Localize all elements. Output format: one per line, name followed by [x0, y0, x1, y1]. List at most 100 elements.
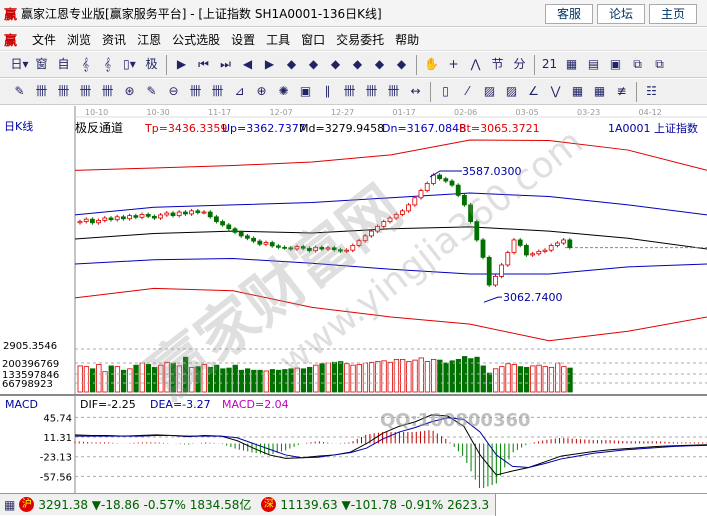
forum-button[interactable]: 论坛 [597, 4, 645, 24]
menu-item[interactable]: 帮助 [395, 32, 420, 47]
toolbar-tool-icon[interactable]: ↔ [410, 84, 421, 98]
shanghai-index[interactable]: 3291.38 ▼-18.86 -0.57% 1834.58亿 [38, 498, 252, 512]
toolbar-tool-icon[interactable]: 极 [145, 57, 158, 71]
toolbar-tool-icon[interactable]: ◆ [330, 57, 341, 71]
toolbar-tool-icon[interactable]: 卌 [57, 84, 70, 98]
toolbar-tool-icon[interactable]: ▶ [176, 57, 187, 71]
candle-body [83, 218, 89, 222]
toolbar-tool-icon[interactable]: ◆ [396, 57, 407, 71]
toolbar-tool-icon[interactable]: ▤ [587, 57, 600, 71]
volume-bar [238, 369, 245, 393]
toolbar-tool-icon[interactable]: ▦ [565, 57, 578, 71]
toolbar-tool-icon[interactable]: ⊿ [234, 84, 245, 98]
kline-chart[interactable]: 10-10 10-30 11-17 12-07 12-27 01-17 02-06 03-05… [0, 106, 707, 493]
menu-item[interactable]: 文件 [32, 32, 57, 47]
candle-body [505, 252, 511, 266]
toolbar-tool-icon[interactable]: ▨ [483, 84, 496, 98]
toolbar-tool-icon[interactable]: 卌 [211, 84, 224, 98]
shanghai-icon: 沪 [19, 497, 35, 512]
candle-body [387, 217, 393, 222]
menu-item[interactable]: 窗口 [301, 32, 326, 47]
toolbar-tool-icon[interactable]: + [448, 57, 459, 71]
toolbar-tool-icon[interactable]: 卌 [101, 84, 114, 98]
toolbar-tool-icon[interactable]: 日▾ [10, 57, 29, 71]
toolbar-tool-icon[interactable]: ▯ [442, 84, 449, 98]
candle-body [151, 215, 157, 219]
toolbar-tool-icon[interactable]: ◀ [242, 57, 253, 71]
toolbar-tool-icon[interactable]: ▨ [505, 84, 518, 98]
calculator-icon[interactable]: ▦ [4, 497, 16, 512]
toolbar-tool-icon[interactable]: 卌 [189, 84, 202, 98]
toolbar-tool-icon[interactable]: ⊛ [124, 84, 135, 98]
candle-body [294, 246, 300, 250]
toolbar-tool-icon[interactable]: ✋ [424, 57, 439, 71]
candle-body [455, 184, 461, 196]
candle-body [306, 247, 312, 252]
volume-bar [375, 361, 381, 393]
date-tick-label: 12-27 [331, 108, 354, 117]
toolbar-tool-icon[interactable]: 节 [491, 57, 504, 71]
candle-body [468, 204, 474, 222]
toolbar-tool-icon[interactable]: ∠ [528, 84, 539, 98]
menu-item[interactable]: 资讯 [102, 32, 127, 47]
toolbar-tool-icon[interactable]: 卌 [387, 84, 400, 98]
toolbar-tool-icon[interactable]: ◆ [308, 57, 319, 71]
toolbar-tool-icon[interactable]: ⊖ [168, 84, 179, 98]
indicator-value-dn: Dn=3167.0848 [382, 122, 466, 135]
toolbar-tool-icon[interactable]: ✺ [278, 84, 289, 98]
menu-item[interactable]: 江恩 [137, 32, 162, 47]
toolbar-separator [166, 54, 167, 75]
toolbar-tool-icon[interactable]: ⧉ [633, 57, 642, 71]
toolbar-tool-icon[interactable]: ⁄ [466, 84, 469, 98]
service-button[interactable]: 客服 [545, 4, 593, 24]
toolbar-tool-icon[interactable]: 21 [541, 57, 558, 71]
volume-bar [213, 364, 220, 393]
home-button[interactable]: 主页 [649, 4, 697, 24]
toolbar-tool-icon[interactable]: ▣ [299, 84, 312, 98]
volume-bar [232, 364, 238, 393]
toolbar-tool-icon[interactable]: ⏭ [220, 57, 231, 71]
toolbar-tool-icon[interactable]: ▦ [571, 84, 584, 98]
toolbar-tool-icon[interactable]: 卌 [365, 84, 378, 98]
toolbar-tool-icon[interactable]: 卌 [35, 84, 48, 98]
shenzhen-index[interactable]: 11139.63 ▼-101.78 -0.91% 2623.3 [280, 497, 490, 512]
toolbar-tool-icon[interactable]: ▣ [609, 57, 622, 71]
menu-item[interactable]: 交易委托 [336, 32, 385, 47]
toolbar-tool-icon[interactable]: 分 [513, 57, 526, 71]
toolbar-tool-icon[interactable]: 𝄞 [103, 57, 112, 71]
toolbar-tool-icon[interactable]: ▯▾ [123, 57, 136, 71]
toolbar-tool-icon[interactable]: ◆ [286, 57, 297, 71]
candle-body [232, 228, 238, 233]
menu-item[interactable]: 公式选股 [172, 32, 221, 47]
toolbar-tool-icon[interactable]: ⊕ [256, 84, 267, 98]
toolbar-tool-icon[interactable]: 自 [57, 57, 70, 71]
dea-line [75, 417, 707, 469]
candle-body [511, 239, 517, 253]
volume-bar [275, 369, 282, 393]
volume-bar [288, 368, 294, 393]
toolbar-tool-icon[interactable]: ⧉ [655, 57, 664, 71]
toolbar-tool-icon[interactable]: ✎ [146, 84, 157, 98]
candle-body [542, 249, 548, 252]
toolbar-tool-icon[interactable]: ⋁ [550, 84, 561, 98]
toolbar-tool-icon[interactable]: ◆ [374, 57, 385, 71]
toolbar-tool-icon[interactable]: 𝄞 [81, 57, 90, 71]
toolbar-tool-icon[interactable]: ∥ [324, 84, 331, 98]
candle-body [381, 221, 387, 227]
toolbar-tool-icon[interactable]: ✎ [14, 84, 25, 98]
toolbar-tool-icon[interactable]: 卌 [79, 84, 92, 98]
menu-item[interactable]: 工具 [266, 32, 291, 47]
toolbar-tool-icon[interactable]: ▦ [593, 84, 606, 98]
candle-body [207, 211, 213, 218]
toolbar-tool-icon[interactable]: 卌 [343, 84, 356, 98]
toolbar-tool-icon[interactable]: ⏮ [198, 57, 209, 71]
menu-item[interactable]: 浏览 [67, 32, 92, 47]
toolbar-tool-icon[interactable]: ≢ [616, 84, 627, 98]
toolbar-tool-icon[interactable]: ☷ [646, 84, 657, 98]
toolbar-tool-icon[interactable]: ⋀ [470, 57, 481, 71]
toolbar-tool-icon[interactable]: 窗 [35, 57, 48, 71]
toolbar-tool-icon[interactable]: ▶ [264, 57, 275, 71]
chart-area[interactable]: 10-10 10-30 11-17 12-07 12-27 01-17 02-06 03-05… [0, 106, 707, 493]
toolbar-tool-icon[interactable]: ◆ [352, 57, 363, 71]
menu-item[interactable]: 设置 [231, 32, 256, 47]
